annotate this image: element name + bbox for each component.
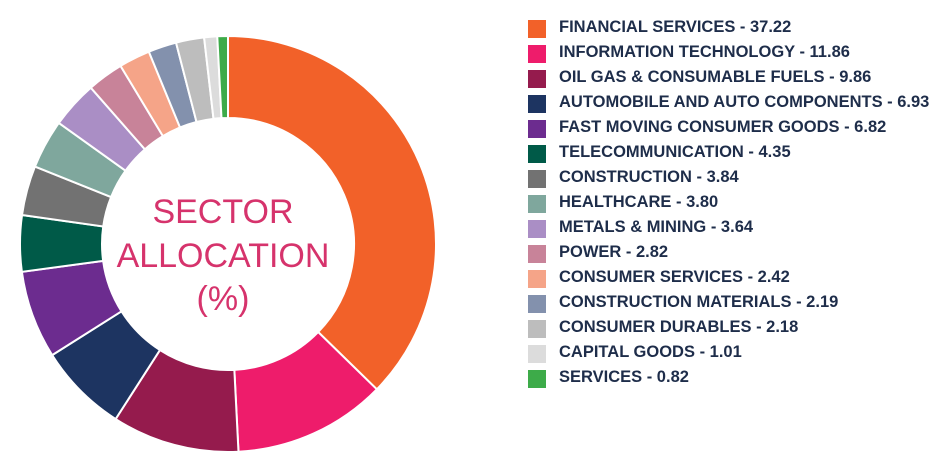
legend-label: OIL GAS & CONSUMABLE FUELS - 9.86 xyxy=(559,68,872,86)
legend-swatch xyxy=(528,145,546,163)
legend-item-9: POWER - 2.82 xyxy=(528,241,938,264)
legend-swatch xyxy=(528,295,546,313)
legend-label: CAPITAL GOODS - 1.01 xyxy=(559,343,742,361)
legend-swatch xyxy=(528,370,546,388)
legend-label: HEALTHCARE - 3.80 xyxy=(559,193,719,211)
center-label-sector: SECTOR xyxy=(152,193,294,231)
legend-swatch xyxy=(528,345,546,363)
legend-label: SERVICES - 0.82 xyxy=(559,368,689,386)
legend-swatch xyxy=(528,70,546,88)
legend-swatch xyxy=(528,20,546,38)
legend-swatch xyxy=(528,45,546,63)
legend-swatch xyxy=(528,320,546,338)
legend-label: POWER - 2.82 xyxy=(559,243,669,261)
legend-swatch xyxy=(528,270,546,288)
legend-label: TELECOMMUNICATION - 4.35 xyxy=(559,143,791,161)
legend-label: CONSUMER DURABLES - 2.18 xyxy=(559,318,799,336)
legend-swatch xyxy=(528,220,546,238)
legend-label: CONSTRUCTION - 3.84 xyxy=(559,168,739,186)
legend-swatch xyxy=(528,120,546,138)
donut-slice-14 xyxy=(216,34,229,120)
legend-swatch xyxy=(528,170,546,188)
legend-item-7: HEALTHCARE - 3.80 xyxy=(528,191,938,214)
legend-item-3: AUTOMOBILE AND AUTO COMPONENTS - 6.93 xyxy=(528,91,938,114)
legend-label: CONSUMER SERVICES - 2.42 xyxy=(559,268,790,286)
legend-item-8: METALS & MINING - 3.64 xyxy=(528,216,938,239)
center-label-allocation: ALLOCATION xyxy=(116,237,330,275)
legend-item-14: SERVICES - 0.82 xyxy=(528,366,938,389)
legend-item-5: TELECOMMUNICATION - 4.35 xyxy=(528,141,938,164)
center-label-percent: (%) xyxy=(196,280,250,318)
legend-item-12: CONSUMER DURABLES - 2.18 xyxy=(528,316,938,339)
legend-item-10: CONSUMER SERVICES - 2.42 xyxy=(528,266,938,289)
legend-item-11: CONSTRUCTION MATERIALS - 2.19 xyxy=(528,291,938,314)
legend-label: METALS & MINING - 3.64 xyxy=(559,218,754,236)
legend-item-0: FINANCIAL SERVICES - 37.22 xyxy=(528,16,938,39)
legend-item-2: OIL GAS & CONSUMABLE FUELS - 9.86 xyxy=(528,66,938,89)
chart-legend: FINANCIAL SERVICES - 37.22 INFORMATION TE… xyxy=(528,16,938,391)
legend-item-6: CONSTRUCTION - 3.84 xyxy=(528,166,938,189)
legend-label: CONSTRUCTION MATERIALS - 2.19 xyxy=(559,293,839,311)
legend-label: INFORMATION TECHNOLOGY - 11.86 xyxy=(559,43,850,61)
legend-swatch xyxy=(528,195,546,213)
sector-donut-chart xyxy=(19,34,437,453)
legend-item-1: INFORMATION TECHNOLOGY - 11.86 xyxy=(528,41,938,64)
legend-label: FINANCIAL SERVICES - 37.22 xyxy=(559,18,792,36)
legend-item-13: CAPITAL GOODS - 1.01 xyxy=(528,341,938,364)
legend-swatch xyxy=(528,245,546,263)
legend-label: AUTOMOBILE AND AUTO COMPONENTS - 6.93 xyxy=(559,93,930,111)
donut-slice-0 xyxy=(227,34,437,391)
legend-item-4: FAST MOVING CONSUMER GOODS - 6.82 xyxy=(528,116,938,139)
legend-label: FAST MOVING CONSUMER GOODS - 6.82 xyxy=(559,118,887,136)
legend-swatch xyxy=(528,95,546,113)
